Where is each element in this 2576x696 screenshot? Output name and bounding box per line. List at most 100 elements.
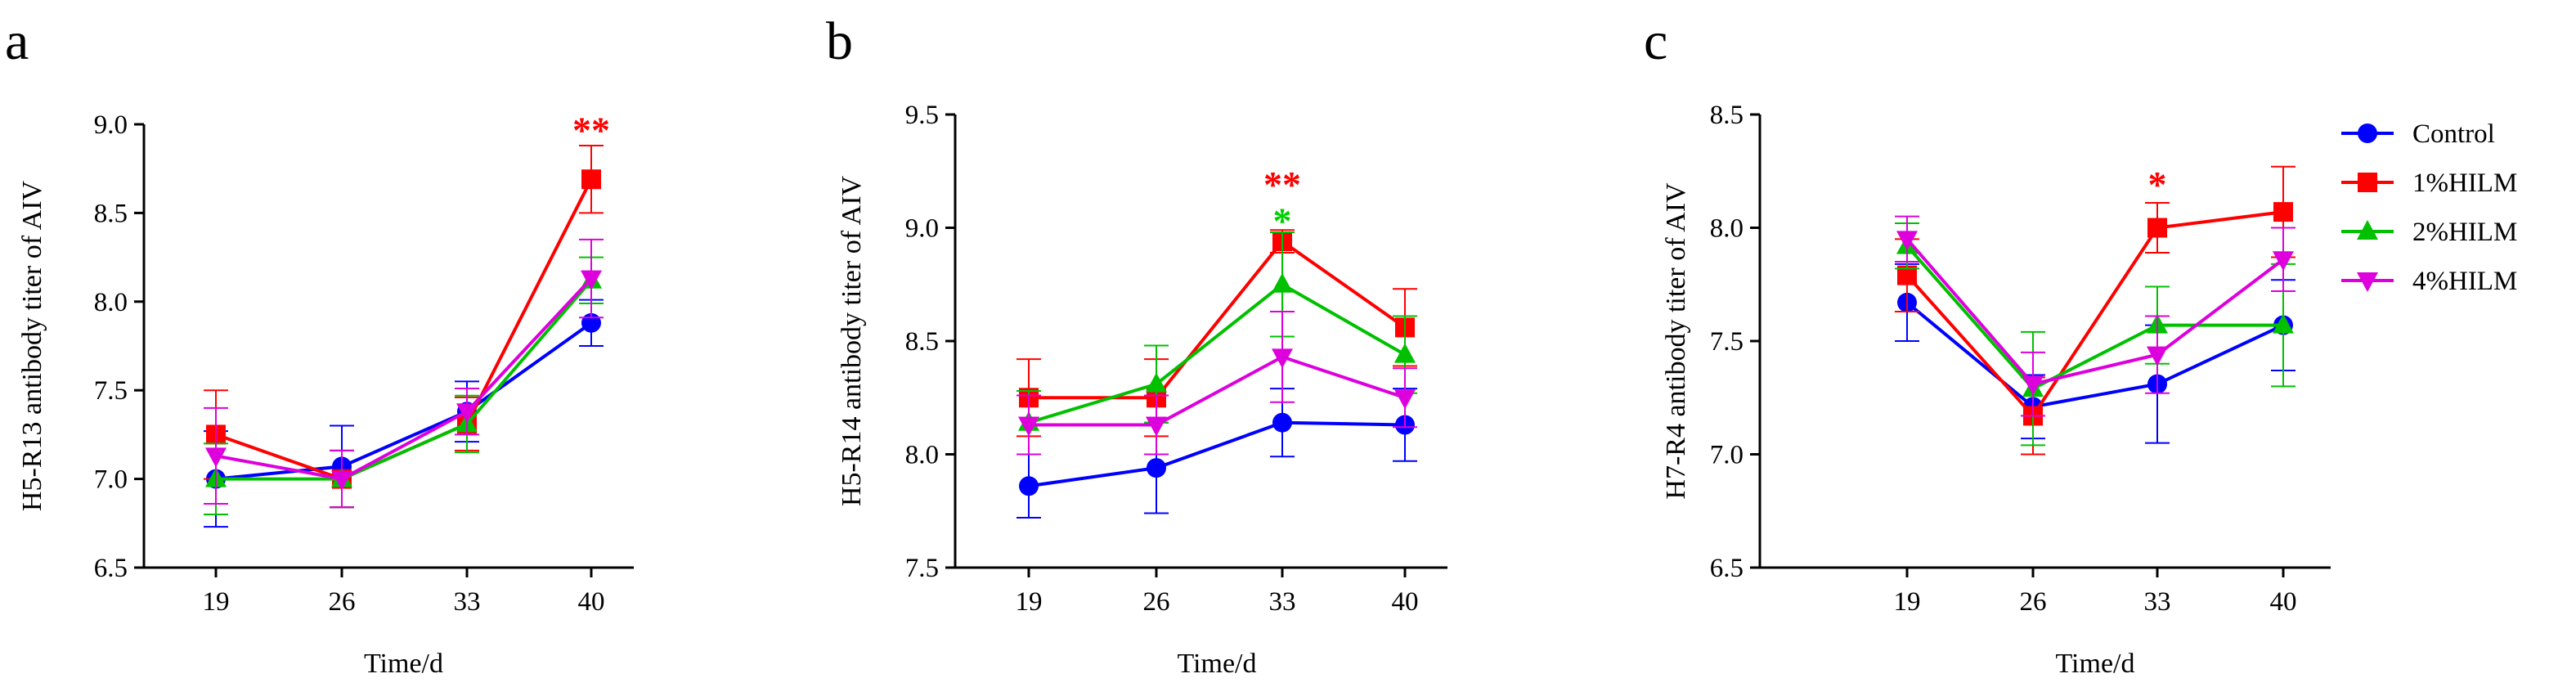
series-line — [1028, 420, 1406, 488]
data-point — [2273, 202, 2293, 222]
chart-panel-c: c 6.5 7.0 7.5 8.0 8.5 19 26 33 40 Time/d H7-R4 anti… — [1644, 11, 2331, 679]
y-tick-label: 7.0 — [1710, 441, 1744, 470]
chart-panel-b: b 7.5 8.0 8.5 9.0 9.5 19 26 33 40 Time/d H5-R14 ant… — [826, 11, 1447, 679]
legend-entry: 2%HILM — [2341, 218, 2517, 247]
data-point — [1272, 348, 1293, 369]
data-point — [1147, 458, 1166, 478]
legend-label: 2%HILM — [2412, 218, 2517, 247]
significance-mark: ** — [1263, 164, 1301, 205]
significance-mark: * — [1273, 200, 1292, 241]
legend: Control 1%HILM 2%HILM 4%HILM — [2341, 119, 2517, 296]
x-tick-label: 19 — [1016, 587, 1043, 617]
legend-entry: 4%HILM — [2341, 267, 2517, 296]
series-2pct-hilm — [1016, 231, 1417, 456]
significance-mark: ** — [572, 109, 610, 150]
y-tick-label: 6.5 — [1710, 554, 1744, 583]
panel-letter: a — [5, 11, 29, 71]
chart-panel-a: a 6.5 7.0 7.5 8.0 8.5 9.0 19 26 33 40 Time/d H5-R13 … — [5, 11, 634, 679]
data-point — [2022, 375, 2044, 396]
series-line — [1029, 239, 1407, 400]
data-point — [1896, 231, 1918, 251]
data-point — [1394, 389, 1416, 410]
series-line — [1905, 210, 2284, 419]
y-tick-label: 9.0 — [94, 110, 128, 140]
data-point — [2147, 218, 2167, 238]
data-point — [1272, 272, 1293, 293]
y-tick-label: 8.5 — [905, 327, 939, 357]
x-tick-label: 26 — [329, 587, 356, 617]
x-tick-label: 19 — [203, 587, 230, 617]
data-point — [1146, 416, 1167, 437]
data-point — [581, 270, 602, 290]
y-tick-label: 7.5 — [1710, 327, 1744, 357]
data-point — [331, 470, 352, 491]
y-tick-label: 8.5 — [1710, 101, 1744, 130]
legend-marker — [2357, 272, 2378, 292]
series-line — [216, 279, 593, 481]
series-4pct-hilm — [1895, 215, 2296, 417]
data-point — [1019, 476, 1039, 496]
y-axis-title: H5-R13 antibody titer of AIV — [17, 180, 47, 511]
x-axis-title: Time/d — [1177, 649, 1256, 679]
data-point — [2147, 346, 2168, 366]
data-point — [2273, 313, 2294, 334]
significance-mark: * — [2148, 164, 2167, 205]
series-line — [1029, 355, 1406, 427]
y-tick-label: 6.5 — [94, 554, 128, 583]
x-tick-label: 33 — [1269, 587, 1296, 617]
series-line — [1905, 245, 2283, 391]
x-tick-label: 33 — [2144, 587, 2171, 617]
x-tick-label: 26 — [2020, 587, 2047, 617]
panel-letter: c — [1644, 11, 1667, 71]
data-point — [205, 447, 227, 468]
y-tick-label: 7.5 — [905, 554, 939, 583]
y-tick-label: 9.5 — [905, 101, 939, 130]
legend-marker — [2358, 123, 2377, 143]
x-tick-label: 40 — [578, 587, 605, 617]
x-tick-label: 19 — [1894, 587, 1921, 617]
data-point — [1272, 412, 1292, 433]
legend-entry: Control — [2341, 119, 2495, 149]
series-2pct-hilm — [1895, 222, 2296, 447]
data-point — [1146, 372, 1167, 393]
series-1pct-hilm — [1895, 165, 2296, 456]
legend-entry: 1%HILM — [2341, 168, 2517, 198]
legend-label: 4%HILM — [2412, 267, 2517, 296]
series-control — [1016, 388, 1417, 519]
y-tick-label: 8.0 — [905, 441, 939, 470]
x-axis-title: Time/d — [2055, 649, 2134, 679]
legend-label: 1%HILM — [2412, 168, 2517, 198]
x-tick-label: 40 — [2270, 587, 2297, 617]
series-line — [1028, 282, 1406, 424]
series-line — [1905, 301, 2284, 409]
y-tick-label: 8.0 — [1710, 214, 1744, 244]
y-tick-label: 8.5 — [94, 199, 128, 228]
x-tick-label: 26 — [1143, 587, 1170, 617]
x-tick-label: 33 — [454, 587, 481, 617]
x-axis-title: Time/d — [364, 649, 443, 679]
series-4pct-hilm — [1016, 310, 1417, 456]
data-point — [1394, 343, 1416, 363]
series-1pct-hilm — [1016, 229, 1417, 438]
series-line — [215, 178, 593, 481]
y-tick-label: 9.0 — [905, 214, 939, 244]
series-line — [1905, 238, 2285, 386]
data-point — [456, 403, 478, 424]
y-tick-label: 7.5 — [94, 376, 128, 406]
series-control — [1895, 263, 2296, 444]
legend-label: Control — [2412, 119, 2495, 149]
series-line — [215, 321, 593, 481]
panel-letter: b — [826, 11, 853, 71]
data-point — [581, 169, 601, 190]
series-line — [215, 277, 593, 481]
x-tick-label: 40 — [1392, 587, 1419, 617]
y-tick-label: 8.0 — [94, 288, 128, 317]
series-4pct-hilm — [204, 238, 604, 509]
data-point — [2273, 251, 2294, 272]
legend-marker — [2357, 220, 2378, 240]
data-point — [1018, 416, 1039, 437]
legend-marker — [2358, 173, 2377, 192]
y-axis-title: H7-R4 antibody titer of AIV — [1661, 182, 1691, 500]
y-axis-title: H5-R14 antibody titer of AIV — [837, 175, 867, 506]
